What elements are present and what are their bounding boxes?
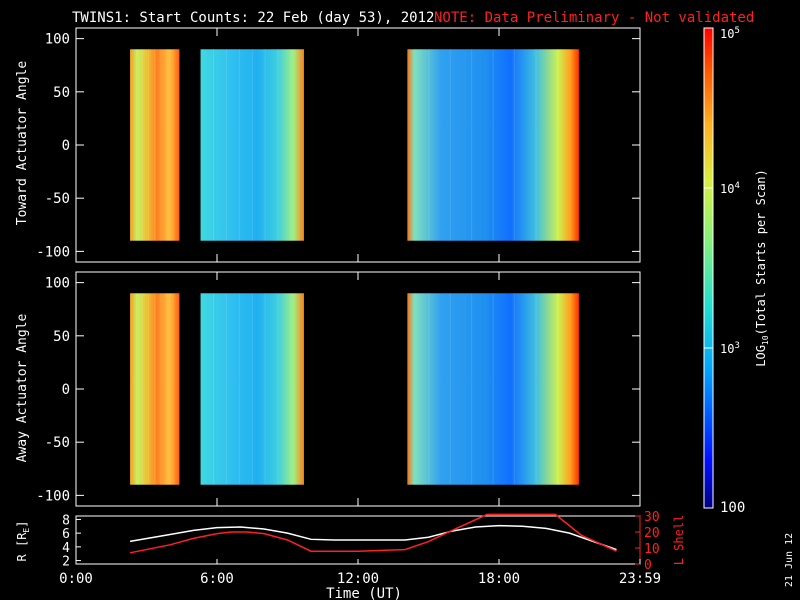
ephem-left-ylabel-main: R [R	[15, 532, 29, 562]
away-data-block	[130, 293, 180, 485]
toward-data-block	[130, 49, 180, 241]
xaxis-label: Time (UT)	[326, 586, 402, 600]
preliminary-note: NOTE: Data Preliminary - Not validated	[434, 10, 754, 26]
toward-panel: 100 50 0 -50 -100	[36, 27, 641, 263]
xaxis-tick-label: 0:00	[59, 571, 93, 587]
colorbar-tick-label: 100	[720, 500, 745, 516]
away-ytick-label: -100	[36, 488, 70, 504]
lshell-line	[129, 513, 617, 554]
colorbar-tick-base: 10	[720, 27, 734, 41]
away-ytick-label: 0	[62, 382, 70, 398]
toward-data-block	[407, 49, 579, 241]
ephem-left-ylabel-end: ]	[15, 521, 29, 528]
colorbar-tick-base: 10	[720, 342, 734, 356]
ephem-right-tick-label: 0	[644, 558, 652, 573]
ephem-right-ylabel: L Shell	[672, 515, 686, 566]
colorbar-tick-exp: 3	[734, 341, 739, 351]
ephem-right-tick-label: 10	[644, 542, 660, 557]
away-ytick-label: -50	[45, 435, 70, 451]
toward-ytick-label: 100	[45, 32, 70, 48]
ephem-right-tick-label: 20	[644, 526, 660, 541]
colorbar-tick-label: 104	[720, 181, 740, 196]
xaxis-tick-label: 18:00	[478, 571, 520, 587]
colorbar-tick-label: 103	[720, 341, 740, 356]
away-ytick-label: 100	[45, 276, 70, 292]
colorbar-gradient	[703, 27, 714, 509]
ephem-left-tick-label: 4	[62, 541, 70, 556]
toward-ylabel: Toward Actuator Angle	[15, 61, 30, 226]
colorbar-tick-label: 105	[720, 26, 740, 41]
colorbar-label-main: LOG	[754, 345, 768, 367]
toward-ytick-label: -100	[36, 244, 70, 260]
radius-line	[129, 524, 617, 551]
ephem-right-tick-label: 30	[644, 510, 660, 525]
away-data-block	[407, 293, 579, 485]
away-ytick-label: 50	[53, 329, 70, 345]
toward-ytick-label: 0	[62, 138, 70, 154]
date-stamp: 21 Jun 12	[784, 533, 795, 587]
ephem-left-tick-label: 6	[62, 527, 70, 542]
away-ylabel: Away Actuator Angle	[15, 313, 30, 462]
ephem-left-tick-label: 2	[62, 555, 70, 570]
colorbar-tick-exp: 4	[734, 181, 739, 191]
toward-ytick-label: 50	[53, 85, 70, 101]
colorbar-label-sub: 10	[761, 335, 770, 345]
toward-ytick-label: -50	[45, 191, 70, 207]
xaxis-tick-label: 23:59	[619, 571, 661, 587]
away-data-block	[200, 293, 304, 485]
ephem-left-ylabel: R [RE]	[15, 521, 31, 562]
chart-title: TWINS1: Start Counts: 22 Feb (day 53), 2…	[72, 10, 434, 26]
toward-data-block	[200, 49, 304, 241]
colorbar-tick-exp: 5	[734, 26, 739, 36]
ephem-left-tick-label: 8	[62, 513, 70, 528]
colorbar-label-rest: (Total Starts per Scan)	[754, 169, 768, 335]
xaxis-tick-label: 6:00	[200, 571, 234, 587]
ephem-left-ylabel-sub: E	[22, 528, 31, 533]
colorbar-label: LOG10(Total Starts per Scan)	[754, 169, 770, 367]
xaxis-tick-label: 12:00	[337, 571, 379, 587]
colorbar-tick-base: 10	[720, 182, 734, 196]
away-panel: 100 50 0 -50 -100	[36, 271, 641, 507]
colorbar-tick-base: 100	[720, 500, 745, 516]
